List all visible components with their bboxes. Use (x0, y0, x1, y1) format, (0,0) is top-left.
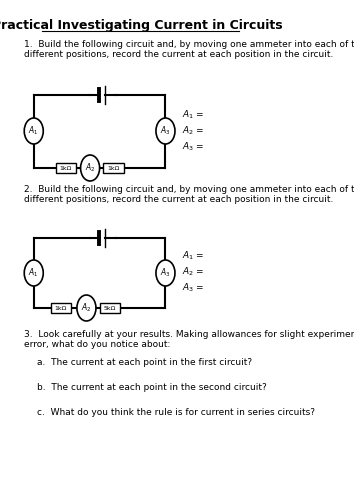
FancyBboxPatch shape (103, 163, 124, 173)
FancyBboxPatch shape (51, 303, 71, 313)
Text: $A_2$: $A_2$ (81, 302, 92, 314)
Text: a.  The current at each point in the first circuit?: a. The current at each point in the firs… (38, 358, 252, 367)
Text: Practical Investigating Current in Circuits: Practical Investigating Current in Circu… (0, 18, 283, 32)
FancyBboxPatch shape (99, 303, 120, 313)
Text: $A_3$: $A_3$ (160, 267, 171, 279)
Text: 1.  Build the following circuit and, by moving one ammeter into each of the
diff: 1. Build the following circuit and, by m… (24, 40, 354, 60)
Text: $A_1$ =: $A_1$ = (182, 109, 205, 121)
Text: $A_2$: $A_2$ (85, 162, 95, 174)
Circle shape (81, 155, 99, 181)
Text: $A_3$ =: $A_3$ = (182, 282, 205, 294)
Text: $A_1$: $A_1$ (29, 124, 39, 137)
Text: 5kΩ: 5kΩ (104, 306, 116, 310)
Text: $A_3$: $A_3$ (160, 124, 171, 137)
Text: 1kΩ: 1kΩ (55, 306, 67, 310)
Text: 2.  Build the following circuit and, by moving one ammeter into each of the
diff: 2. Build the following circuit and, by m… (24, 185, 354, 204)
Text: $A_2$ =: $A_2$ = (182, 266, 205, 278)
FancyBboxPatch shape (56, 163, 76, 173)
Text: $A_1$: $A_1$ (29, 267, 39, 279)
Circle shape (156, 260, 175, 286)
Text: $A_2$ =: $A_2$ = (182, 124, 205, 137)
Text: 1kΩ: 1kΩ (107, 166, 120, 170)
Text: $A_3$ =: $A_3$ = (182, 141, 205, 153)
Circle shape (24, 260, 43, 286)
Text: 3.  Look carefully at your results. Making allowances for slight experimental
er: 3. Look carefully at your results. Makin… (24, 330, 354, 349)
Circle shape (77, 295, 96, 321)
Text: 1kΩ: 1kΩ (60, 166, 72, 170)
Circle shape (156, 118, 175, 144)
Text: b.  The current at each point in the second circuit?: b. The current at each point in the seco… (38, 383, 267, 392)
Text: $A_1$ =: $A_1$ = (182, 250, 205, 262)
Circle shape (24, 118, 43, 144)
Text: c.  What do you think the rule is for current in series circuits?: c. What do you think the rule is for cur… (38, 408, 315, 417)
